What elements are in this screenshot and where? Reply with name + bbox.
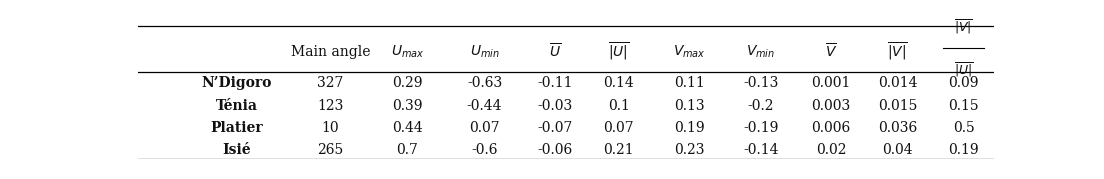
Text: 0.19: 0.19 [675,121,705,135]
Text: 0.29: 0.29 [392,76,423,90]
Text: 0.11: 0.11 [675,76,705,90]
Text: $V_{max}$: $V_{max}$ [673,44,707,60]
Text: 0.014: 0.014 [878,76,917,90]
Text: Isié: Isié [222,143,251,157]
Text: Ténia: Ténia [215,99,257,113]
Text: 0.14: 0.14 [604,76,634,90]
Text: 0.07: 0.07 [469,121,500,135]
Text: -0.6: -0.6 [471,143,498,157]
Text: 0.5: 0.5 [953,121,975,135]
Text: -0.11: -0.11 [537,76,573,90]
Text: 0.006: 0.006 [811,121,851,135]
Text: 0.02: 0.02 [816,143,847,157]
Text: $V_{min}$: $V_{min}$ [746,44,775,60]
Text: 10: 10 [321,121,339,135]
Text: -0.07: -0.07 [537,121,572,135]
Text: 0.001: 0.001 [811,76,851,90]
Text: 0.09: 0.09 [948,76,979,90]
Text: $\overline{V}$: $\overline{V}$ [825,43,837,61]
Text: 0.23: 0.23 [675,143,705,157]
Text: $\overline{|U|}$: $\overline{|U|}$ [954,61,974,79]
Text: 0.13: 0.13 [675,99,705,113]
Text: -0.06: -0.06 [537,143,572,157]
Text: -0.63: -0.63 [467,76,502,90]
Text: 0.07: 0.07 [604,121,634,135]
Text: -0.19: -0.19 [743,121,778,135]
Text: -0.13: -0.13 [743,76,778,90]
Text: Platier: Platier [210,121,263,135]
Text: 265: 265 [317,143,343,157]
Text: $\overline{|U|}$: $\overline{|U|}$ [608,41,629,63]
Text: Main angle: Main angle [290,45,370,59]
Text: $U_{max}$: $U_{max}$ [391,44,424,60]
Text: -0.14: -0.14 [743,143,778,157]
Text: 327: 327 [317,76,343,90]
Text: -0.03: -0.03 [537,99,572,113]
Text: 0.21: 0.21 [604,143,634,157]
Text: 0.39: 0.39 [392,99,423,113]
Text: $\overline{|V|}$: $\overline{|V|}$ [888,41,909,63]
Text: 0.44: 0.44 [392,121,423,135]
Text: 0.036: 0.036 [878,121,917,135]
Text: 0.15: 0.15 [948,99,979,113]
Text: 0.19: 0.19 [948,143,979,157]
Text: 0.015: 0.015 [878,99,917,113]
Text: -0.44: -0.44 [467,99,502,113]
Text: 0.1: 0.1 [608,99,629,113]
Text: N’Digoro: N’Digoro [201,76,272,90]
Text: 123: 123 [317,99,343,113]
Text: -0.2: -0.2 [747,99,774,113]
Text: $\overline{|V|}$: $\overline{|V|}$ [954,18,973,36]
Text: $U_{min}$: $U_{min}$ [469,44,499,60]
Text: 0.003: 0.003 [811,99,851,113]
Text: 0.7: 0.7 [396,143,418,157]
Text: 0.04: 0.04 [882,143,913,157]
Text: $\overline{U}$: $\overline{U}$ [549,43,561,61]
